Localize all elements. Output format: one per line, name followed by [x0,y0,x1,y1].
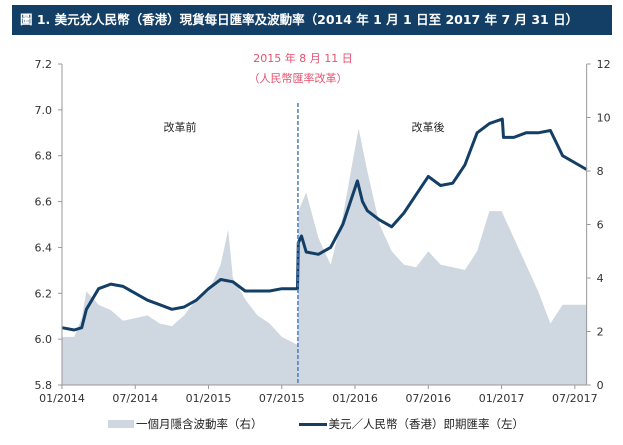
event-date-label: 2015 年 8 月 11 日 [253,51,352,65]
left-tick-label: 6.2 [35,287,53,300]
volatility-area [62,128,587,385]
right-tick-label: 10 [597,112,611,125]
chart-title: 圖 1. 美元兌人民幣（香港）現貨每日匯率及波動率（2014 年 1 月 1 日… [12,5,612,35]
x-tick-label: 01/2014 [39,392,85,405]
x-tick-label: 01/2016 [332,392,378,405]
before-reform-label: 改革前 [164,120,197,134]
left-tick-label: 6.8 [35,150,53,163]
right-tick-label: 6 [597,219,604,232]
right-tick-label: 4 [597,272,604,285]
right-tick-label: 12 [597,58,611,71]
x-tick-label: 01/2015 [186,392,232,405]
event-name-label: （人民幣匯率改革） [249,71,348,85]
right-tick-label: 0 [597,379,604,392]
left-tick-label: 6.0 [35,333,53,346]
legend-label-volatility: 一個月隱含波動率（右） [136,417,263,431]
legend: 一個月隱含波動率（右） 美元／人民幣（香港）即期匯率（左） [108,416,524,432]
left-tick-label: 7.2 [35,58,53,71]
x-tick-label: 07/2017 [552,392,598,405]
legend-swatch-rate [298,422,327,426]
left-tick-label: 6.4 [35,241,53,254]
right-tick-label: 2 [597,326,604,339]
legend-label-rate: 美元／人民幣（香港）即期匯率（左） [328,417,525,431]
x-tick-label: 01/2017 [479,392,525,405]
x-tick-label: 07/2016 [405,392,451,405]
rate-line [61,117,588,332]
left-tick-label: 6.6 [35,196,53,209]
x-tick-label: 07/2015 [259,392,305,405]
legend-swatch-volatility [108,420,134,428]
right-tick-label: 8 [597,165,604,178]
after-reform-label: 改革後 [412,120,445,134]
x-tick-label: 07/2014 [112,392,158,405]
left-tick-label: 7.0 [35,104,53,117]
left-tick-label: 5.8 [35,379,53,392]
